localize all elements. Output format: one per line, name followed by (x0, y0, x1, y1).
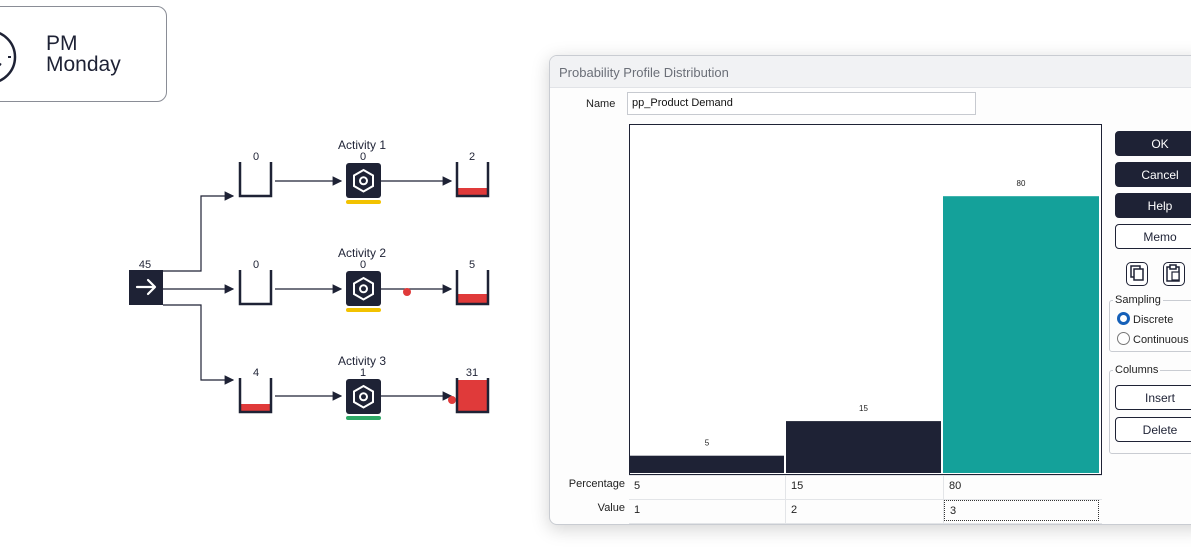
percentage-cell[interactable]: 15 (791, 480, 804, 492)
value-cell[interactable]: 1 (634, 504, 641, 516)
grid-line (785, 475, 786, 523)
name-input[interactable]: pp_Product Demand (627, 92, 976, 115)
activity-1-node[interactable] (346, 163, 381, 204)
activity-2-label: Activity 2 (337, 246, 387, 260)
memo-button[interactable]: Memo (1115, 224, 1191, 249)
activity-2-node[interactable] (346, 271, 381, 312)
sampling-continuous-option[interactable]: Continuous (1117, 332, 1189, 346)
clock-text: PM Monday (46, 33, 121, 75)
radio-selected-icon (1117, 312, 1130, 325)
source-count: 45 (138, 259, 152, 271)
continuous-label: Continuous (1133, 334, 1189, 346)
copy-icon (1130, 265, 1144, 281)
queue-out-3-count: 31 (465, 367, 479, 379)
activity-3-label: Activity 3 (337, 354, 387, 368)
queue-in-2-count: 0 (252, 259, 260, 271)
connector (163, 191, 235, 272)
bar-1[interactable] (630, 455, 784, 473)
activity-3-node[interactable] (346, 379, 381, 420)
name-label: Name (586, 98, 616, 110)
activity-1-label: Activity 1 (337, 138, 387, 152)
grid-line (629, 475, 1102, 476)
queue-out-1-count: 2 (468, 151, 476, 163)
clock-card: PM Monday (0, 6, 167, 102)
ok-button[interactable]: OK (1115, 131, 1191, 156)
clock-period: PM (46, 32, 78, 55)
percentage-row-label: Percentage (568, 478, 625, 490)
gear-icon (353, 168, 374, 193)
grid-line (629, 499, 1102, 500)
activity-2-count: 0 (359, 259, 367, 271)
columns-legend: Columns (1113, 364, 1161, 376)
queue-in-3[interactable] (238, 378, 273, 414)
queue-out-1[interactable] (455, 162, 490, 198)
value-cell[interactable]: 2 (791, 504, 798, 516)
connector (163, 304, 235, 385)
distribution-chart: 5 15 80 (629, 124, 1102, 475)
arrow-right-icon (135, 278, 157, 296)
activity-3-count: 1 (359, 367, 367, 379)
bar-2[interactable] (786, 421, 941, 473)
probability-profile-dialog: Probability Profile Distribution Name pp… (549, 55, 1191, 525)
token-dot (448, 396, 456, 404)
queue-in-1-count: 0 (252, 151, 260, 163)
grid-line (629, 523, 1102, 524)
token-dot (403, 288, 411, 296)
bar-label: 5 (705, 439, 710, 448)
delete-button[interactable]: Delete (1115, 417, 1191, 442)
value-row-label: Value (597, 502, 625, 514)
percentage-cell[interactable]: 80 (949, 480, 962, 492)
discrete-label: Discrete (1133, 314, 1174, 326)
chart-svg: 5 15 80 (630, 179, 1099, 473)
clock-icon (0, 32, 17, 82)
dialog-title: Probability Profile Distribution (550, 56, 1191, 88)
bar-label: 80 (1017, 179, 1026, 188)
paste-button[interactable] (1163, 262, 1185, 286)
cancel-button[interactable]: Cancel (1115, 162, 1191, 187)
queue-in-3-count: 4 (252, 367, 260, 379)
value-cell-selected[interactable]: 3 (944, 500, 1099, 521)
help-button[interactable]: Help (1115, 193, 1191, 218)
insert-button[interactable]: Insert (1115, 385, 1191, 410)
activity-1-count: 0 (359, 151, 367, 163)
bar-3[interactable] (943, 196, 1099, 473)
sampling-discrete-option[interactable]: Discrete (1117, 312, 1173, 326)
sampling-legend: Sampling (1113, 294, 1163, 306)
percentage-cell[interactable]: 5 (634, 480, 641, 492)
radio-unselected-icon (1117, 332, 1130, 345)
gear-icon (353, 384, 374, 409)
queue-out-3[interactable] (455, 378, 490, 414)
grid-line (943, 475, 944, 523)
paste-icon (1166, 264, 1180, 282)
clock-day: Monday (46, 53, 121, 76)
flow-diagram (129, 162, 490, 420)
queue-out-2[interactable] (455, 270, 490, 306)
source-node[interactable] (129, 270, 163, 305)
bar-label: 15 (859, 404, 868, 413)
gear-icon (353, 276, 374, 301)
copy-button[interactable] (1126, 262, 1148, 286)
queue-in-1[interactable] (238, 162, 273, 198)
queue-out-2-count: 5 (468, 259, 476, 271)
queue-in-2[interactable] (238, 270, 273, 306)
